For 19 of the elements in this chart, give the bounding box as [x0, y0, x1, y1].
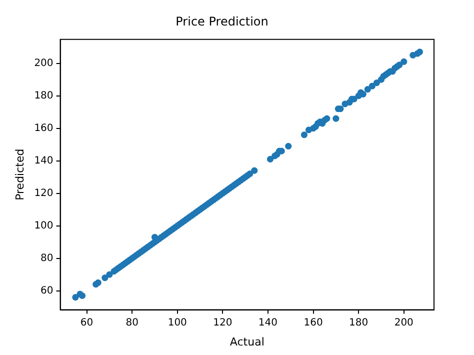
y-tick-label: 60 [40, 285, 54, 296]
y-tick-label: 180 [34, 90, 54, 102]
x-tick-label: 140 [258, 317, 278, 328]
y-tick-label: 140 [34, 155, 54, 166]
y-tick-label: 160 [34, 122, 54, 134]
y-tick-label: 200 [34, 58, 54, 69]
x-tick-label: 60 [80, 317, 94, 328]
chart-title: Price Prediction [176, 14, 268, 28]
x-axis-title: Actual [230, 335, 264, 348]
y-axis-title: Predicted [13, 148, 26, 200]
x-tick-label: 120 [213, 317, 232, 328]
y-tick-label: 100 [34, 220, 54, 232]
x-tick-label: 180 [349, 317, 368, 328]
x-tick-label: 100 [168, 317, 187, 328]
y-tick-label: 80 [40, 252, 54, 264]
x-tick-label: 80 [126, 317, 138, 328]
x-tick-label: 160 [304, 317, 323, 328]
x-tick-label: 200 [394, 317, 414, 328]
y-tick-label: 120 [34, 188, 54, 199]
